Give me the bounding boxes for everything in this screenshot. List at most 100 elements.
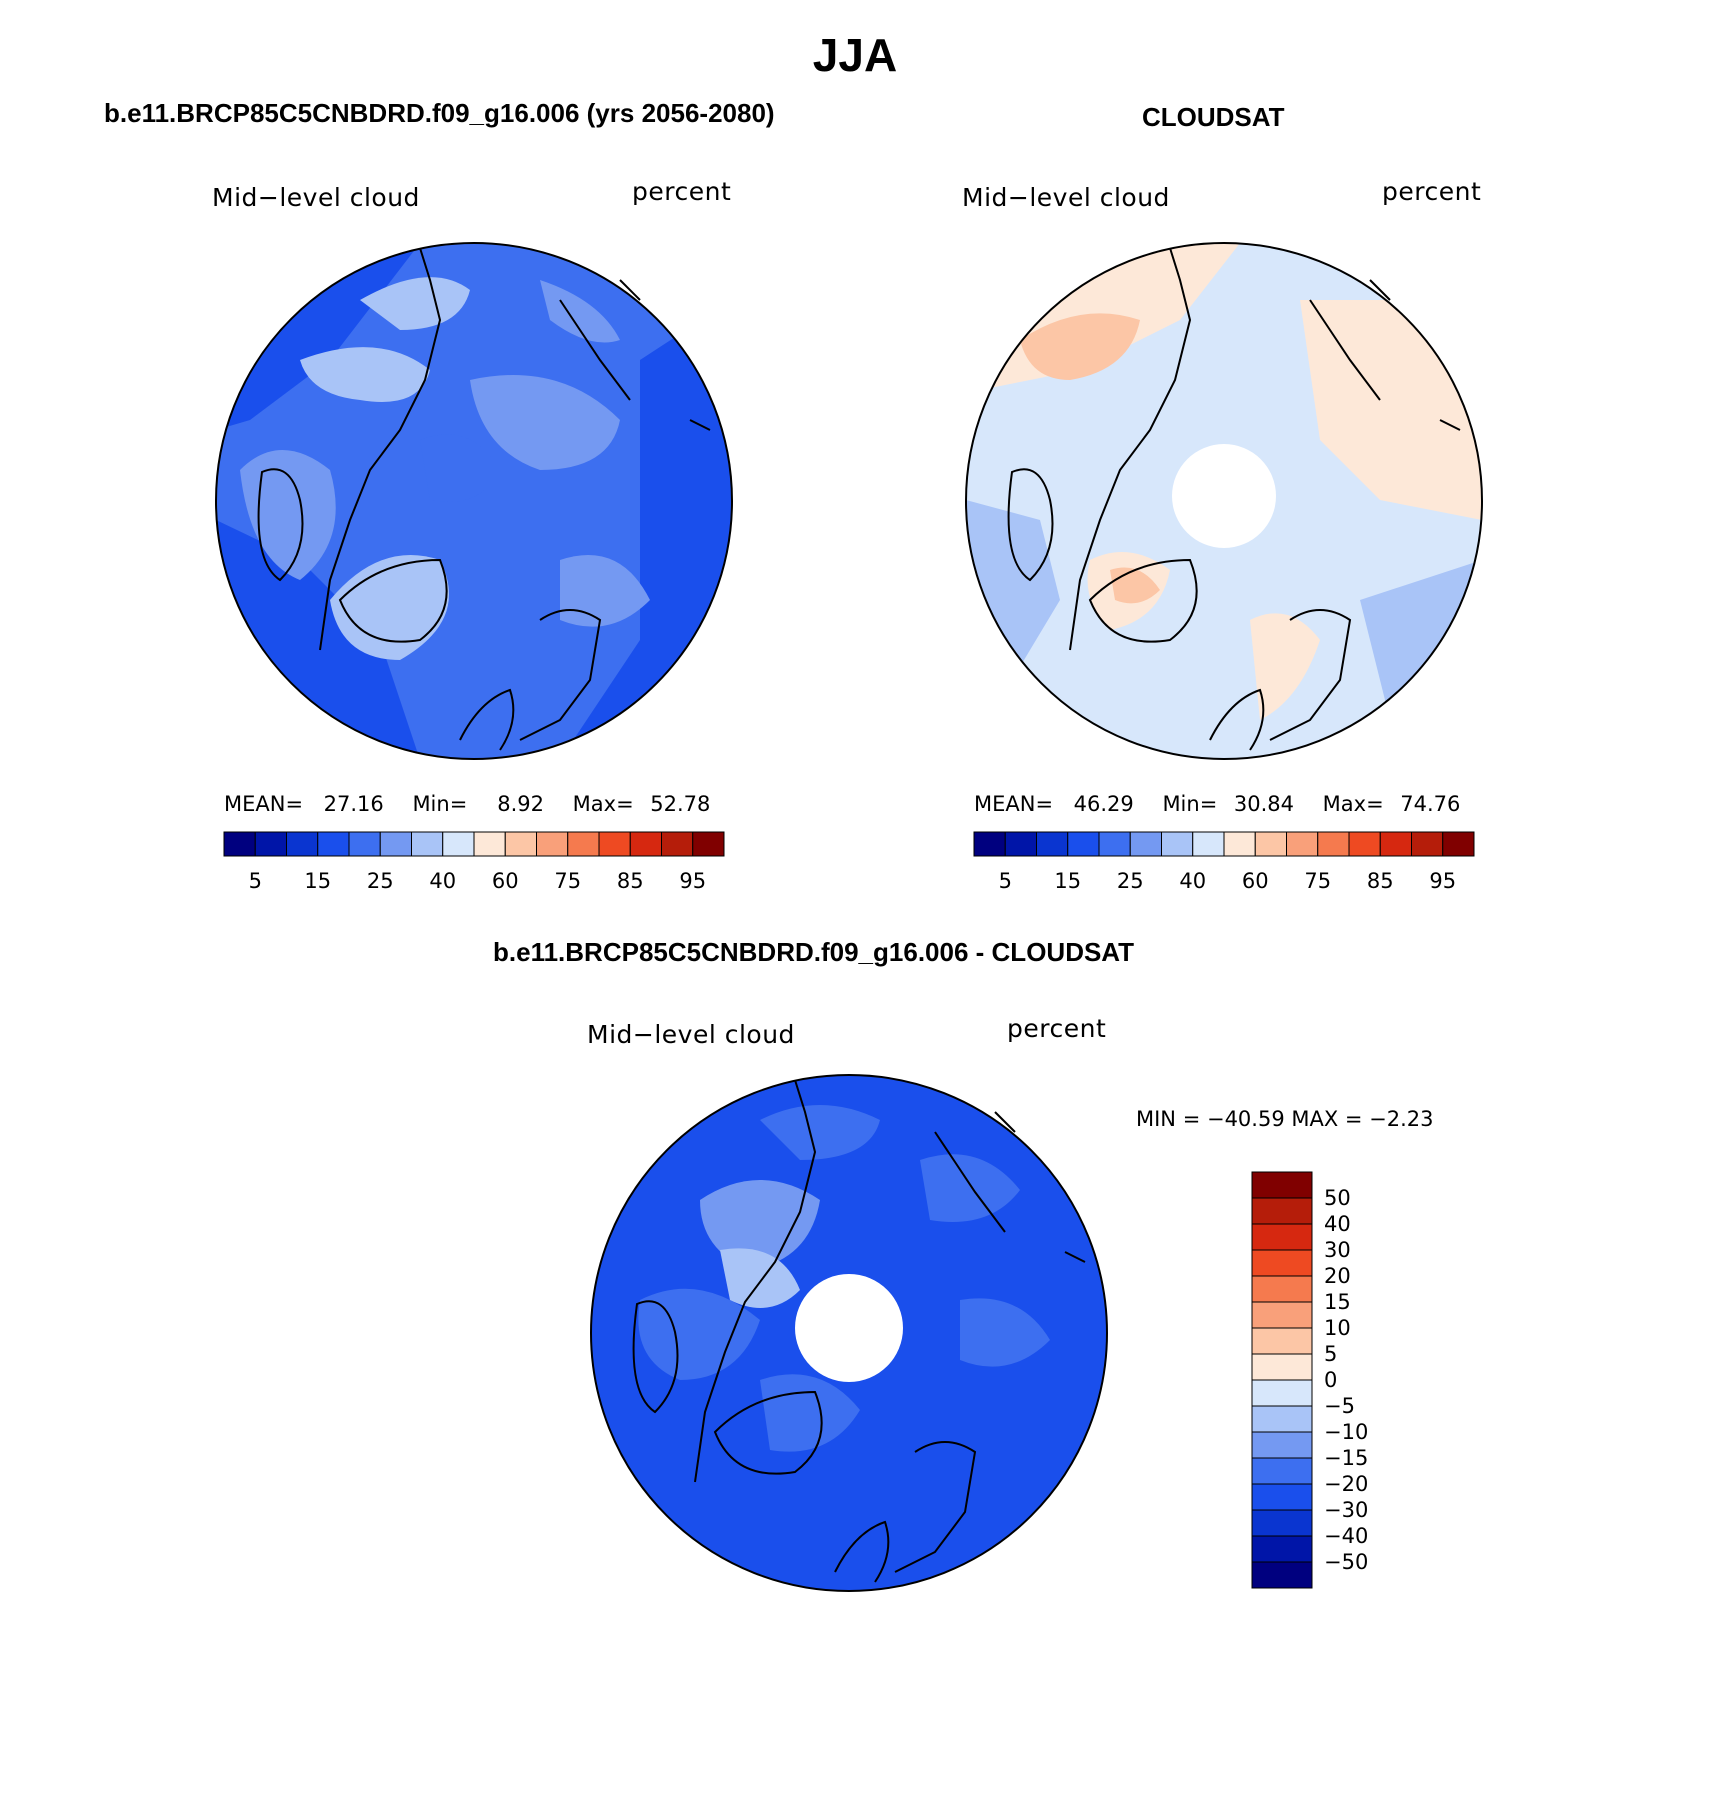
panel2-max-value: 74.76 (1400, 792, 1461, 816)
colorbar-swatch (1348, 831, 1381, 857)
colorbar-tick-label: −30 (1324, 1498, 1368, 1522)
colorbar-tick-label: 25 (367, 869, 394, 893)
colorbar-swatch (1036, 831, 1069, 857)
colorbar-tick-label: −40 (1324, 1524, 1368, 1548)
panel1-stats: MEAN= 27.16 Min= 8.92 Max= 52.78 (224, 792, 710, 816)
panel2-min-label: Min= (1162, 792, 1218, 816)
colorbar-swatch (1251, 1301, 1313, 1329)
colorbar-tick-label: 85 (1367, 869, 1394, 893)
colorbar-tick-label: 40 (1179, 869, 1206, 893)
panel2-mean-value: 46.29 (1073, 792, 1134, 816)
panel2-min-value: 30.84 (1233, 792, 1294, 816)
panel2-max-label: Max= (1322, 792, 1384, 816)
panel3-coastlines (632, 1079, 1086, 1583)
panel1-units-label: percent (632, 177, 732, 206)
panel1-map (215, 242, 733, 760)
colorbar-swatch (1251, 1171, 1313, 1199)
colorbar-tick-label: 15 (1054, 869, 1081, 893)
colorbar-swatch (504, 831, 537, 857)
panel3-variable-label: Mid−level cloud (587, 1020, 795, 1049)
colorbar-swatch (1286, 831, 1319, 857)
colorbar-tick-label: −20 (1324, 1472, 1368, 1496)
colorbar-tick-label: 5 (999, 869, 1012, 893)
colorbar-swatch (348, 831, 381, 857)
colorbar-tick-label: 40 (429, 869, 456, 893)
colorbar-tick-label: 5 (1324, 1342, 1337, 1366)
panel1-min-label: Min= (412, 792, 468, 816)
colorbar-swatch (661, 831, 694, 857)
colorbar-swatch (536, 831, 569, 857)
colorbar-swatch (1251, 1197, 1313, 1225)
colorbar-tick-label: 40 (1324, 1212, 1351, 1236)
colorbar-swatch (1223, 831, 1256, 857)
colorbar-swatch (317, 831, 350, 857)
panel1-mean-value: 27.16 (323, 792, 384, 816)
panel2-variable-label: Mid−level cloud (962, 183, 1170, 212)
colorbar-tick-label: 5 (249, 869, 262, 893)
colorbar-swatch (1411, 831, 1444, 857)
colorbar-swatch (286, 831, 319, 857)
panel1-coastlines (257, 247, 711, 751)
colorbar-tick-label: −5 (1324, 1394, 1355, 1418)
colorbar-tick-label: 85 (617, 869, 644, 893)
colorbar-swatch (629, 831, 662, 857)
colorbar-swatch (1004, 831, 1037, 857)
panel2-map (965, 242, 1483, 760)
colorbar-tick-label: 15 (304, 869, 331, 893)
panel1-variable-label: Mid−level cloud (212, 183, 420, 212)
colorbar-tick-label: 95 (1429, 869, 1456, 893)
colorbar-swatch (1251, 1457, 1313, 1485)
colorbar-swatch (411, 831, 444, 857)
colorbar-swatch (223, 831, 256, 857)
colorbar-swatch (1098, 831, 1131, 857)
colorbar-swatch (473, 831, 506, 857)
colorbar-tick-label: 50 (1324, 1186, 1351, 1210)
colorbar-tick-label: −15 (1324, 1446, 1368, 1470)
panel2-colorbar: 5 15 25 40 60 75 85 95 (973, 831, 1475, 893)
panel2-units-label: percent (1382, 177, 1482, 206)
colorbar-swatch (1251, 1379, 1313, 1407)
colorbar-swatch (1251, 1275, 1313, 1303)
colorbar-swatch (254, 831, 287, 857)
panel1-colorbar: 5 15 25 40 60 75 85 95 (223, 831, 725, 893)
colorbar-swatch (1254, 831, 1287, 857)
colorbar-tick-label: 95 (679, 869, 706, 893)
colorbar-swatch (1251, 1405, 1313, 1433)
colorbar-tick-label: 60 (1242, 869, 1269, 893)
colorbar-swatch (1317, 831, 1350, 857)
figure-title: JJA (812, 29, 898, 81)
colorbar-swatch (1251, 1353, 1313, 1381)
colorbar-tick-label: 30 (1324, 1238, 1351, 1262)
colorbar-swatch (1251, 1483, 1313, 1511)
colorbar-tick-label: 25 (1117, 869, 1144, 893)
colorbar-tick-label: 60 (492, 869, 519, 893)
panel1-mean-label: MEAN= (224, 792, 304, 816)
panel3-units-label: percent (1007, 1014, 1107, 1043)
colorbar-tick-label: 20 (1324, 1264, 1351, 1288)
panel3-case-title: b.e11.BRCP85C5CNBDRD.f09_g16.006 - CLOUD… (493, 937, 1135, 967)
colorbar-tick-label: 75 (1304, 869, 1331, 893)
panel3-stats: MIN = −40.59 MAX = −2.23 (1136, 1107, 1434, 1131)
colorbar-swatch (1251, 1327, 1313, 1355)
colorbar-swatch (442, 831, 475, 857)
colorbar-swatch (973, 831, 1006, 857)
colorbar-swatch (1251, 1223, 1313, 1251)
panel2-case-title: CLOUDSAT (1142, 102, 1285, 132)
colorbar-swatch (567, 831, 600, 857)
colorbar-swatch (1251, 1509, 1313, 1537)
colorbar-swatch (1442, 831, 1475, 857)
colorbar-tick-label: −10 (1324, 1420, 1368, 1444)
colorbar-swatch (598, 831, 631, 857)
colorbar-swatch (1129, 831, 1162, 857)
colorbar-tick-label: 75 (554, 869, 581, 893)
colorbar-swatch (1161, 831, 1194, 857)
colorbar-swatch (692, 831, 725, 857)
colorbar-swatch (1251, 1431, 1313, 1459)
colorbar-swatch (1192, 831, 1225, 857)
colorbar-swatch (1251, 1535, 1313, 1563)
colorbar-swatch (1251, 1561, 1313, 1589)
panel3-map (590, 1074, 1108, 1592)
panel1-min-value: 8.92 (497, 792, 544, 816)
panel2-mean-label: MEAN= (974, 792, 1054, 816)
